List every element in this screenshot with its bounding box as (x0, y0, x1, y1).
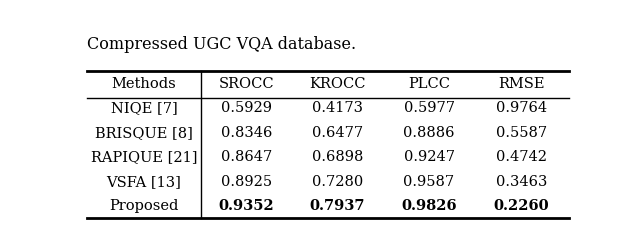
Text: 0.8346: 0.8346 (221, 125, 272, 139)
Text: Proposed: Proposed (109, 198, 179, 212)
Text: 0.7937: 0.7937 (310, 198, 365, 212)
Text: 0.6477: 0.6477 (312, 125, 363, 139)
Text: NIQE [7]: NIQE [7] (111, 101, 177, 115)
Text: 0.9352: 0.9352 (218, 198, 274, 212)
Text: 0.5929: 0.5929 (221, 101, 272, 115)
Text: 0.5977: 0.5977 (404, 101, 454, 115)
Text: 0.9826: 0.9826 (401, 198, 457, 212)
Text: 0.8925: 0.8925 (221, 174, 272, 188)
Text: 0.9764: 0.9764 (496, 101, 547, 115)
Text: 0.4173: 0.4173 (312, 101, 363, 115)
Text: 0.5587: 0.5587 (496, 125, 547, 139)
Text: Compressed UGC VQA database.: Compressed UGC VQA database. (88, 36, 356, 53)
Text: VSFA [13]: VSFA [13] (106, 174, 181, 188)
Text: 0.6898: 0.6898 (312, 150, 364, 164)
Text: SROCC: SROCC (218, 76, 274, 90)
Text: RAPIQUE [21]: RAPIQUE [21] (91, 150, 197, 164)
Text: 0.8886: 0.8886 (403, 125, 455, 139)
Text: KROCC: KROCC (309, 76, 366, 90)
Text: Methods: Methods (111, 76, 177, 90)
Text: 0.3463: 0.3463 (496, 174, 547, 188)
Text: 0.9587: 0.9587 (403, 174, 454, 188)
Text: 0.8647: 0.8647 (221, 150, 272, 164)
Text: 0.2260: 0.2260 (494, 198, 550, 212)
Text: RMSE: RMSE (499, 76, 545, 90)
Text: 0.9247: 0.9247 (404, 150, 454, 164)
Text: 0.7280: 0.7280 (312, 174, 364, 188)
Text: PLCC: PLCC (408, 76, 450, 90)
Text: 0.4742: 0.4742 (496, 150, 547, 164)
Text: BRISQUE [8]: BRISQUE [8] (95, 125, 193, 139)
